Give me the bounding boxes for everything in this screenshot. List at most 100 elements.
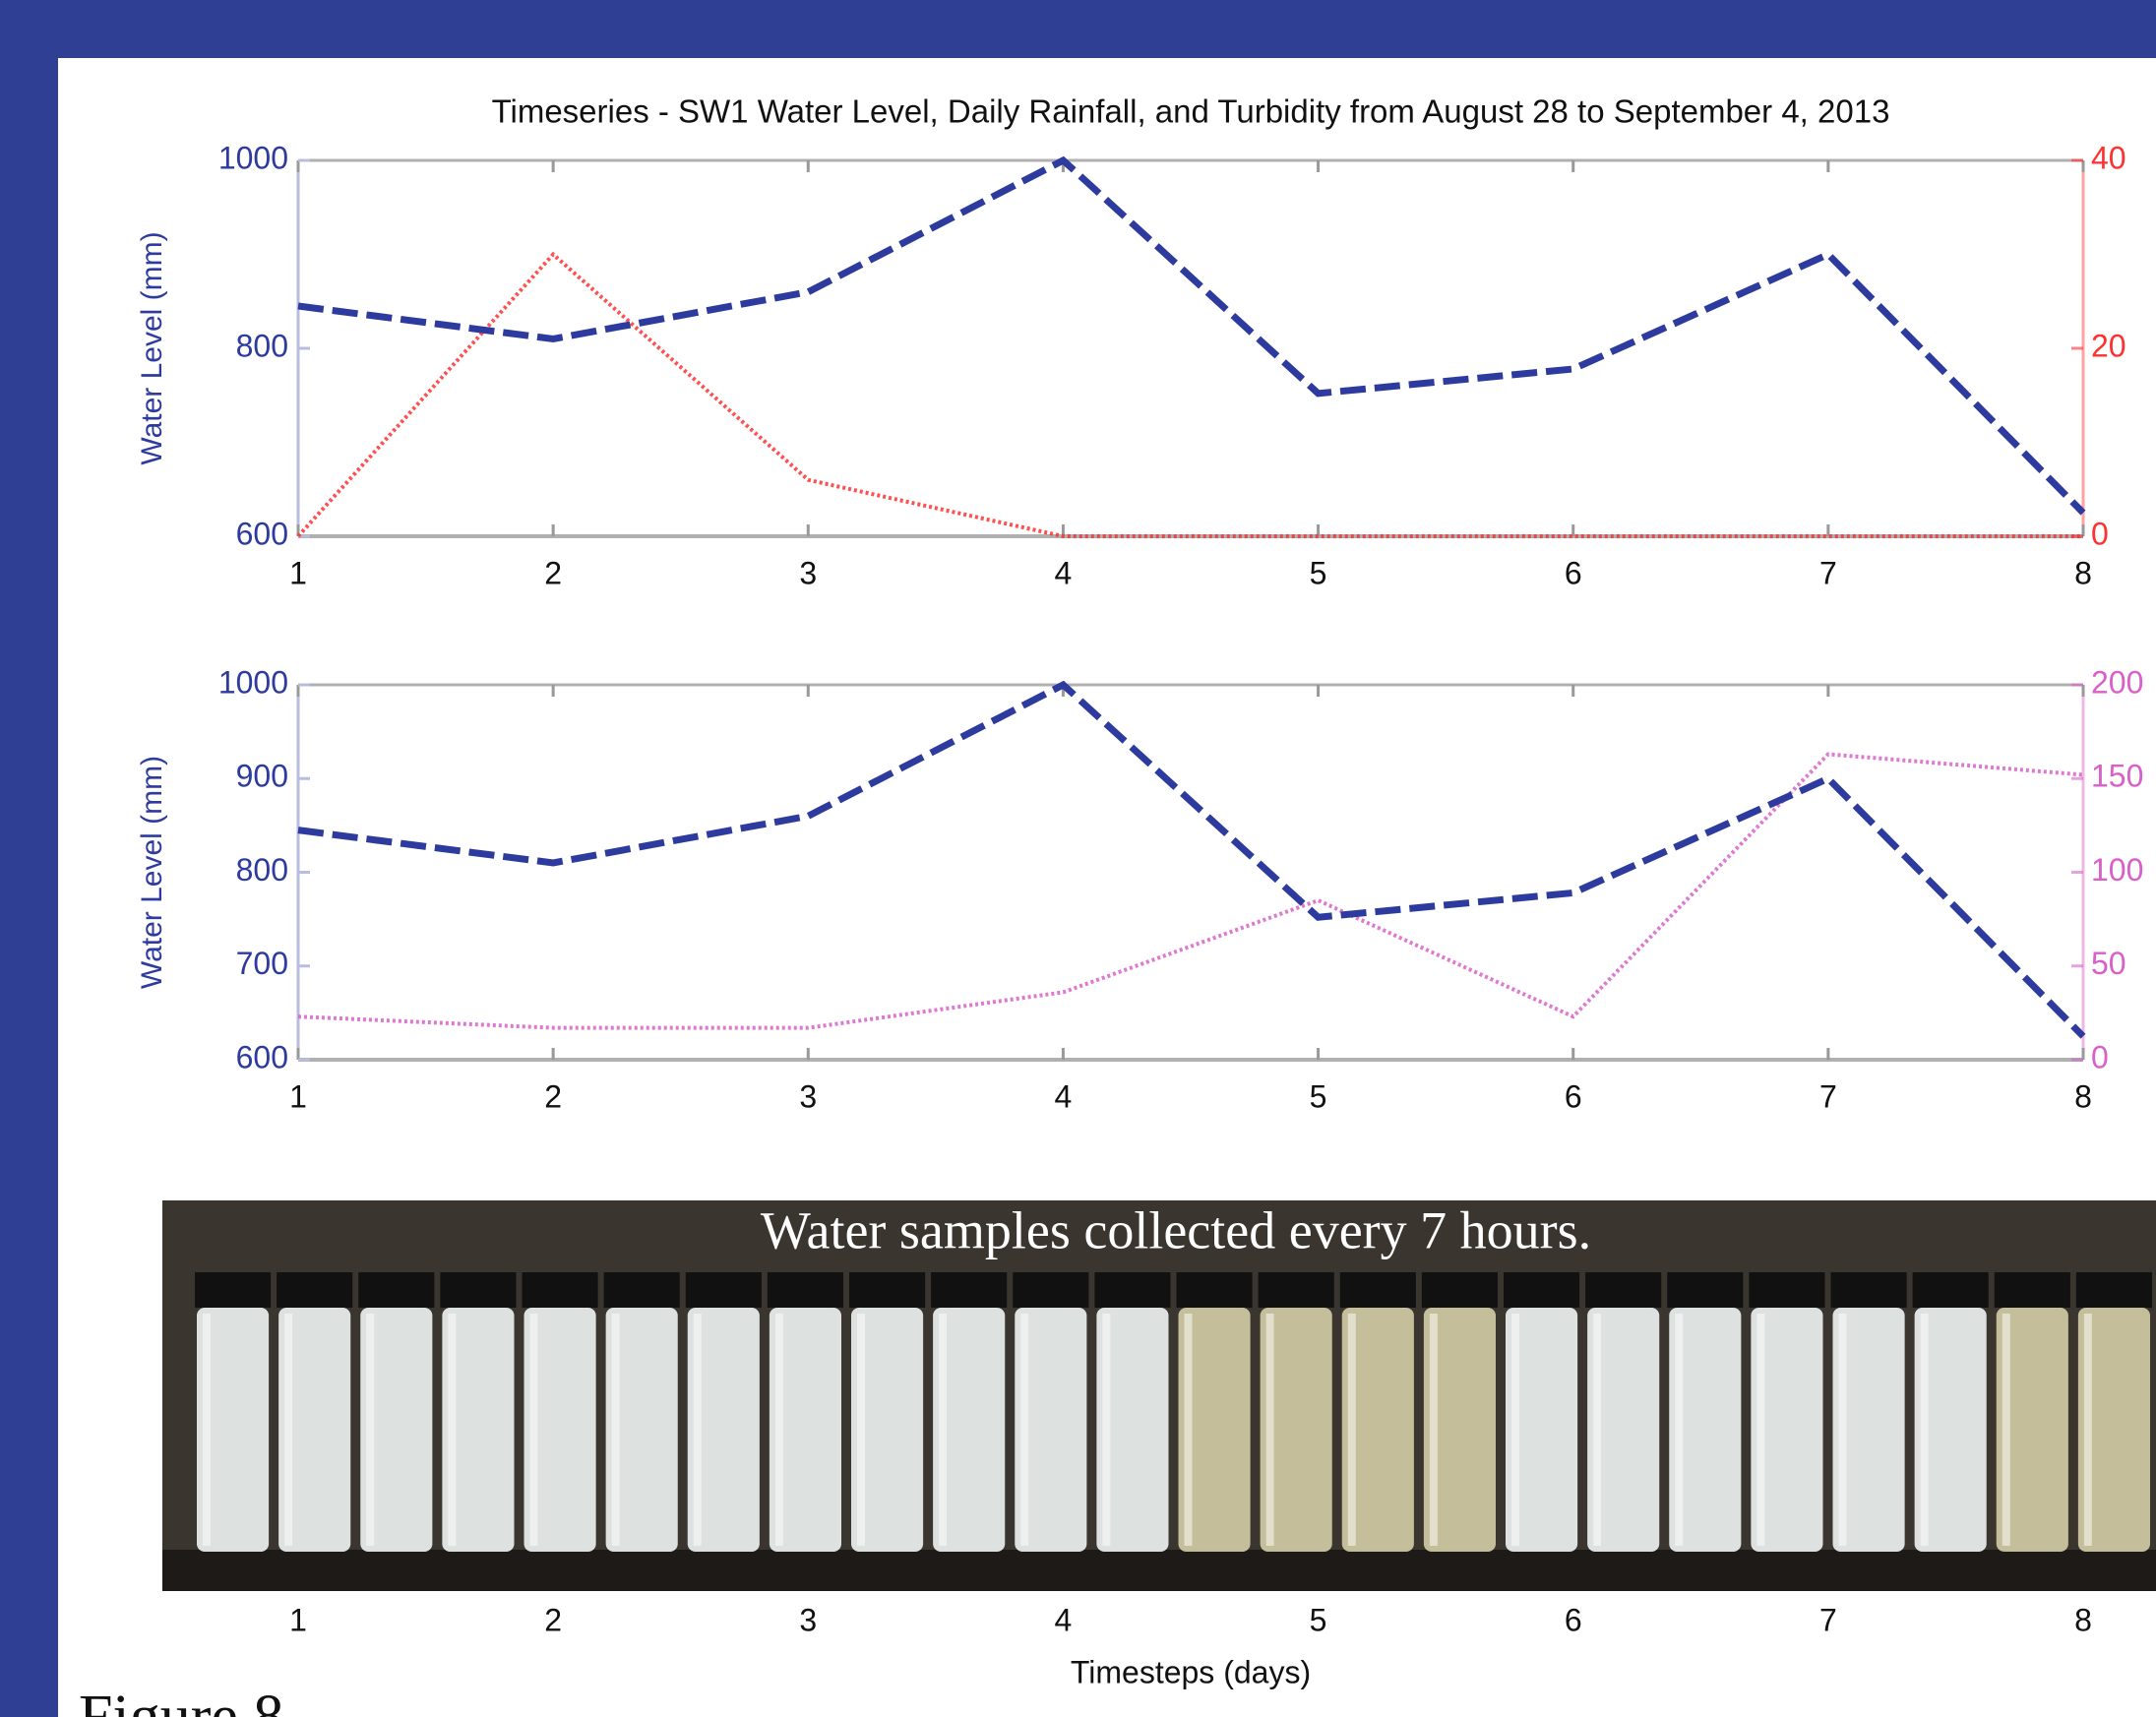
y2-tick-label: 50 xyxy=(2091,946,2126,981)
y2-tick-label: 40 xyxy=(2091,140,2126,175)
vial-cap xyxy=(358,1272,435,1308)
x-tick-label: 8 xyxy=(2074,1078,2092,1114)
vial xyxy=(1669,1308,1742,1552)
vial-cap xyxy=(1994,1272,2070,1308)
vial-cap xyxy=(1504,1272,1580,1308)
vial-cap xyxy=(1176,1272,1253,1308)
vial-cap xyxy=(1258,1272,1334,1308)
vial-cap xyxy=(1585,1272,1662,1308)
photo-tick-label: 5 xyxy=(1310,1602,1327,1637)
photo-tick-label: 4 xyxy=(1055,1602,1073,1637)
vial xyxy=(1914,1308,1987,1552)
y-tick-label: 1000 xyxy=(218,664,288,700)
series-line xyxy=(297,155,2086,516)
x-tick-label: 7 xyxy=(1819,555,1837,590)
vial-cap xyxy=(1094,1272,1171,1308)
vial-cap xyxy=(849,1272,926,1308)
vial xyxy=(687,1308,760,1552)
vial-shine xyxy=(1593,1314,1602,1546)
photo-tick-label: 8 xyxy=(2074,1602,2092,1637)
vial-shine xyxy=(939,1314,948,1546)
x-tick-label: 7 xyxy=(1819,1078,1837,1114)
x-tick-label: 3 xyxy=(799,555,817,590)
y-axis-label: Water Level (mm) xyxy=(136,231,168,464)
vial-cap xyxy=(1339,1272,1416,1308)
vial-cap xyxy=(2075,1272,2152,1308)
vial-cap xyxy=(603,1272,680,1308)
vial xyxy=(1506,1308,1578,1552)
y-axis-label: Water Level (mm) xyxy=(136,756,168,989)
vial-shine xyxy=(203,1314,211,1546)
vial-shine xyxy=(857,1314,865,1546)
vial-shine xyxy=(2002,1314,2010,1546)
x-tick-label: 4 xyxy=(1055,555,1073,590)
photo-tick-label: 1 xyxy=(289,1602,307,1637)
vial-cap xyxy=(1749,1272,1825,1308)
y-tick-label: 800 xyxy=(236,852,288,888)
vial xyxy=(1341,1308,1414,1552)
vial xyxy=(442,1308,515,1552)
photo xyxy=(162,1200,2156,1591)
chart-title: Timeseries - SW1 Water Level, Daily Rain… xyxy=(492,93,1890,130)
vial-cap xyxy=(767,1272,843,1308)
vial-cap xyxy=(1421,1272,1498,1308)
y-tick-label: 800 xyxy=(236,328,288,363)
vial-shine xyxy=(1756,1314,1765,1546)
vial-shine xyxy=(611,1314,620,1546)
vial-shine xyxy=(284,1314,293,1546)
y2-tick-label: 0 xyxy=(2091,1039,2109,1074)
x-tick-label: 4 xyxy=(1055,1078,1073,1114)
vial-shine xyxy=(1429,1314,1438,1546)
vial xyxy=(1260,1308,1332,1552)
photo-tick-label: 7 xyxy=(1819,1602,1837,1637)
y-tick-label: 600 xyxy=(236,1039,288,1074)
vial-shine xyxy=(1020,1314,1029,1546)
photo-caption: Water samples collected every 7 hours. xyxy=(761,1200,1591,1259)
vial xyxy=(278,1308,351,1552)
vial xyxy=(1587,1308,1660,1552)
vial xyxy=(524,1308,596,1552)
x-tick-label: 8 xyxy=(2074,555,2092,590)
vial-cap xyxy=(931,1272,1008,1308)
vial-shine xyxy=(2083,1314,2092,1546)
photo-tick-label: 6 xyxy=(1565,1602,1582,1637)
vial xyxy=(1178,1308,1251,1552)
vial-cap xyxy=(1830,1272,1907,1308)
x-tick-label: 1 xyxy=(289,1078,307,1114)
x-tick-label: 2 xyxy=(544,1078,562,1114)
photo-tick-label: 3 xyxy=(799,1602,817,1637)
vial-shine xyxy=(366,1314,375,1546)
vial xyxy=(1832,1308,1905,1552)
y2-tick-label: 20 xyxy=(2091,328,2126,363)
vial-shine xyxy=(693,1314,702,1546)
vial-shine xyxy=(1102,1314,1111,1546)
vial-shine xyxy=(1838,1314,1847,1546)
vial-shine xyxy=(448,1314,457,1546)
vial-shine xyxy=(1675,1314,1684,1546)
vial xyxy=(1996,1308,2068,1552)
vial xyxy=(933,1308,1006,1552)
y-tick-label: 900 xyxy=(236,759,288,794)
x-tick-label: 2 xyxy=(544,555,562,590)
vial-shine xyxy=(1265,1314,1274,1546)
vial-cap xyxy=(522,1272,598,1308)
y2-tick-label: 100 xyxy=(2091,852,2143,888)
x-tick-label: 1 xyxy=(289,555,307,590)
vial-cap xyxy=(440,1272,517,1308)
x-tick-label: 6 xyxy=(1565,1078,1582,1114)
vial-shine xyxy=(1347,1314,1356,1546)
y2-tick-label: 0 xyxy=(2091,516,2109,551)
vial xyxy=(2077,1308,2150,1552)
vial-shine xyxy=(1920,1314,1929,1546)
x-tick-label: 5 xyxy=(1310,555,1327,590)
vial-cap xyxy=(195,1272,272,1308)
vial-shine xyxy=(774,1314,783,1546)
x-tick-label: 5 xyxy=(1310,1078,1327,1114)
photo-shelf xyxy=(162,1550,2156,1591)
vial-cap xyxy=(1667,1272,1744,1308)
vial-cap xyxy=(1013,1272,1089,1308)
vial-shine xyxy=(529,1314,538,1546)
series-line xyxy=(297,680,2086,1039)
vial-shine xyxy=(1511,1314,1519,1546)
